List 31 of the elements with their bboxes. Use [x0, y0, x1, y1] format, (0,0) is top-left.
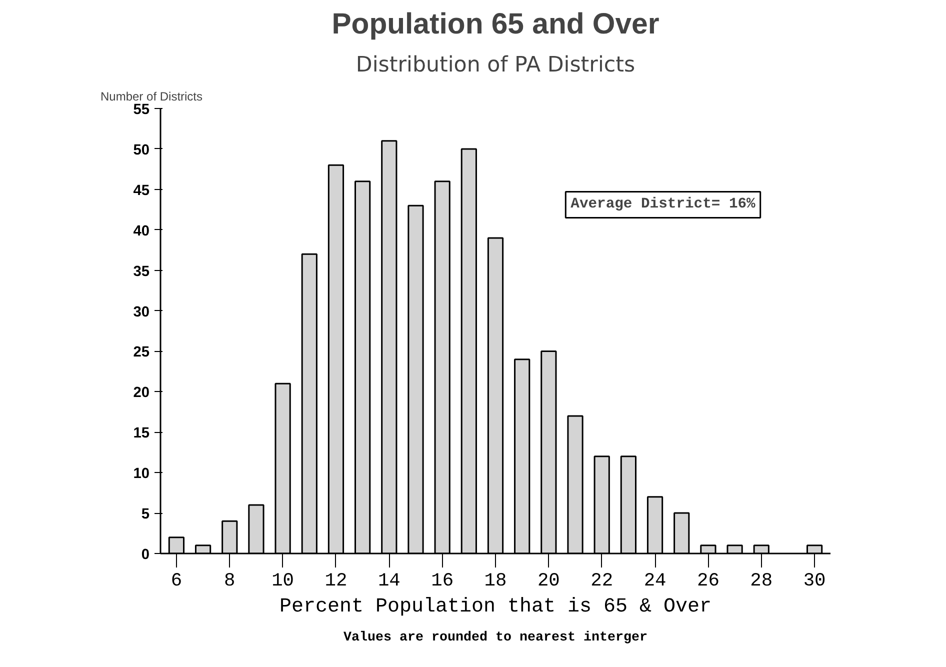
y-tick-label: 55	[133, 102, 150, 118]
y-tick-label: 0	[141, 547, 150, 563]
annotation: Average District= 16%	[570, 196, 756, 213]
y-tick-label: 15	[133, 426, 150, 442]
y-tick-label: 5	[141, 506, 150, 523]
x-tick-label: 24	[644, 570, 666, 592]
x-tick-label: 12	[324, 570, 348, 592]
y-tick-label: 10	[133, 466, 150, 482]
y-tick-label: 45	[133, 182, 150, 199]
y-tick-label: 50	[133, 142, 150, 158]
chart-subtitle: Distribution of PA Districts	[356, 52, 636, 78]
x-tick-label: 28	[750, 570, 773, 592]
x-tick-label: 6	[170, 570, 182, 592]
y-tick-label: 40	[133, 223, 150, 240]
x-tick-label: 14	[378, 570, 400, 592]
chart-title: Population 65 and Over	[332, 8, 660, 40]
x-tick-label: 26	[697, 570, 720, 592]
y-tick-label: 35	[133, 264, 150, 280]
x-tick-label: 30	[803, 570, 826, 592]
y-tick-label: 30	[133, 304, 150, 320]
x-axis-title: Percent Population that is 65 & Over	[279, 596, 712, 618]
text: Values are rounded to nearest interger	[344, 630, 648, 646]
x-tick-label: 20	[537, 570, 560, 592]
x-tick-label: 18	[484, 570, 507, 592]
x-tick-label: 22	[590, 570, 614, 592]
x-tick-label: 8	[224, 570, 236, 592]
x-tick-label: 16	[431, 570, 454, 592]
x-tick-label: 10	[272, 570, 294, 592]
y-tick-label: 25	[133, 344, 150, 361]
y-axis-title: Number of Districts	[100, 90, 203, 104]
y-tick-label: 20	[133, 385, 150, 402]
